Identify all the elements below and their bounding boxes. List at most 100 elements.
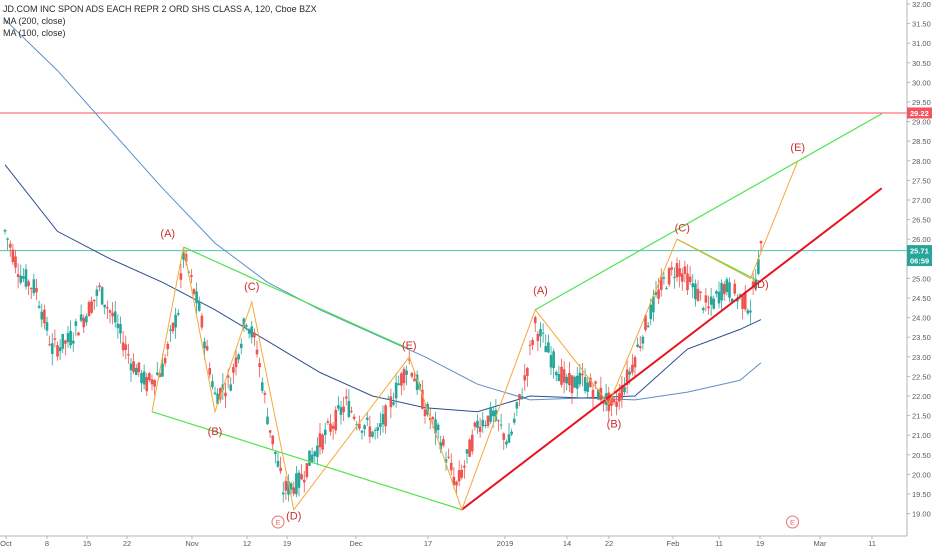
candle-body [662, 277, 666, 279]
earnings-event-icon[interactable] [786, 515, 799, 529]
time-tick-label: Mar [814, 539, 827, 548]
candle-body [124, 344, 128, 350]
chart-legend: JD.COM INC SPON ADS EACH REPR 2 ORD SHS … [3, 3, 317, 39]
ma100-legend[interactable]: MA (100, close) [3, 28, 66, 38]
candle-body [510, 431, 513, 435]
candle-body [749, 310, 752, 313]
time-tick-label: 12 [243, 539, 251, 548]
candle-body [481, 419, 485, 427]
candle-body [431, 417, 435, 420]
candle-body [113, 311, 117, 323]
price-tick-label: 23.00 [912, 353, 931, 362]
candle-body [581, 373, 584, 376]
candle-body [145, 377, 149, 392]
candle-body [376, 427, 380, 431]
ma100-line[interactable] [4, 164, 762, 413]
elliott-wave-path[interactable] [151, 160, 799, 512]
candle-body [549, 355, 553, 368]
candle-body [50, 343, 54, 354]
candle-body [470, 434, 474, 452]
candle-body [686, 273, 689, 291]
wave-label[interactable]: (A) [533, 285, 548, 297]
wave-label[interactable]: (E) [402, 340, 417, 352]
candle-body [644, 315, 647, 331]
candle-body [371, 431, 374, 437]
time-axis[interactable]: Oct 8 15 22 Nov 12 19 Dec 17 2019 14 22 Feb 11 19 Mar 11 [0, 535, 907, 548]
candle-body [137, 362, 141, 373]
candle-body [623, 386, 626, 393]
candle-body [108, 310, 112, 313]
channel-trendline[interactable] [151, 411, 462, 511]
wave-label[interactable]: (D) [753, 279, 768, 291]
wave-label[interactable]: (E) [790, 142, 805, 154]
candle-body [407, 359, 411, 361]
candle-body [554, 371, 558, 376]
price-tick-label: 23.50 [912, 333, 931, 342]
candle-body [132, 361, 135, 373]
candle-body [680, 273, 684, 282]
candle-body [208, 368, 212, 375]
candle-body [245, 325, 248, 327]
candle-body [665, 288, 668, 290]
price-tick-label: 19.50 [912, 490, 931, 499]
plot-area[interactable] [0, 0, 907, 535]
price-tick-label: 24.50 [912, 294, 931, 303]
ma200-legend[interactable]: MA (200, close) [3, 16, 66, 26]
time-tick-label: Dec [349, 539, 363, 548]
candle-body [197, 301, 201, 311]
candle-body [229, 384, 233, 391]
ma200-line[interactable] [4, 19, 762, 401]
candle-body [539, 328, 542, 337]
candle-body [617, 393, 621, 402]
price-tick-label: 27.00 [912, 196, 931, 205]
candle-body [526, 368, 529, 376]
candle-body [232, 367, 235, 373]
candle-body [447, 456, 450, 458]
price-axis[interactable]: 32.00 31.50 31.00 30.50 30.00 29.50 29.00 28.50… [906, 0, 931, 536]
candle-body [457, 470, 461, 482]
candle-body [182, 253, 185, 260]
candle-body [410, 373, 414, 377]
wave-label[interactable]: (A) [160, 228, 175, 240]
candle-body [158, 373, 162, 378]
candle-body [557, 373, 561, 382]
wave-label[interactable]: (B) [208, 426, 223, 438]
wave-label[interactable]: (C) [675, 222, 690, 234]
candle-body [281, 492, 285, 495]
wave-label[interactable]: (C) [244, 281, 259, 293]
support-trendline[interactable] [461, 187, 883, 511]
candle-body [759, 240, 763, 244]
earnings-event-icon[interactable] [271, 515, 285, 529]
time-tick-label: Feb [667, 539, 680, 548]
candle-body [29, 288, 33, 290]
wave-label[interactable]: (B) [607, 418, 622, 430]
candle-body [121, 342, 125, 351]
candle-body [37, 305, 41, 308]
time-tick-label: 2019 [497, 539, 514, 548]
wave-label[interactable]: (D) [286, 510, 301, 522]
candle-body [528, 344, 532, 346]
candle-body [675, 263, 679, 278]
candle-body [478, 426, 482, 432]
price-tick-label: 20.00 [912, 470, 931, 479]
candle-body [184, 254, 188, 262]
candle-body [444, 459, 448, 463]
candle-body [300, 474, 303, 480]
candle-body [657, 289, 660, 299]
candle-body [331, 425, 335, 429]
candle-body [683, 266, 687, 274]
channel-trendline[interactable] [183, 246, 410, 350]
candle-body [499, 424, 503, 426]
symbol-title[interactable]: JD.COM INC SPON ADS EACH REPR 2 ORD SHS … [3, 4, 317, 14]
channel-trendline[interactable] [534, 113, 883, 311]
price-tick-label: 27.50 [912, 176, 931, 185]
time-tick-label: 14 [563, 539, 571, 548]
candle-body [696, 288, 700, 302]
candle-body [77, 332, 80, 336]
candle-body [596, 389, 600, 400]
candle-body [365, 417, 369, 421]
candle-body [69, 330, 72, 346]
candle-body [247, 329, 251, 334]
